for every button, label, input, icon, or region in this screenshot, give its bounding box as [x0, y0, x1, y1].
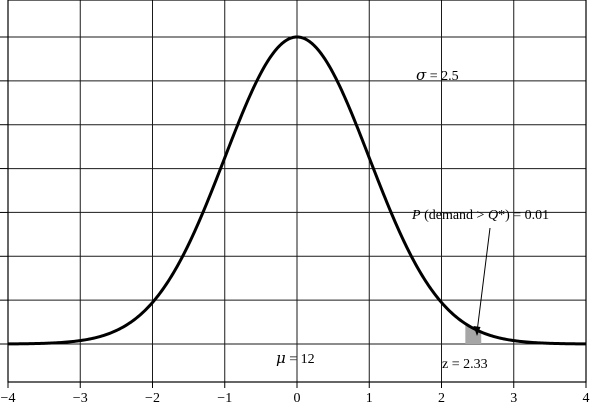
annotation-arrow-head: [473, 326, 481, 336]
x-tick-label: −3: [73, 391, 88, 404]
prob-end: *) = 0.01: [498, 208, 549, 223]
x-tick-label: 1: [366, 391, 373, 404]
grid: [7, 0, 587, 383]
mu-symbol: μ: [276, 349, 286, 367]
x-tick-label: 3: [510, 391, 517, 404]
axis-ticks: [0, 36, 587, 388]
sigma-symbol: σ: [416, 66, 427, 84]
sigma-value: = 2.5: [426, 69, 458, 84]
prob-q: Q: [488, 208, 498, 223]
tail-probability-area: [465, 323, 482, 344]
x-tick-label: 0: [294, 391, 301, 404]
normal-density-curve: [7, 35, 587, 346]
x-tick-label: 2: [438, 391, 445, 404]
x-tick-label: 4: [583, 391, 590, 404]
x-tick-label: −4: [1, 391, 16, 404]
prob-middle: (demand >: [421, 208, 488, 223]
z-annotation: z = 2.33: [442, 357, 488, 372]
x-tick-label: −2: [145, 391, 160, 404]
annotation-arrow-line: [476, 227, 491, 333]
sigma-annotation: σ = 2.5: [416, 66, 459, 84]
probability-annotation: P (demand > Q*) = 0.01: [411, 208, 549, 223]
mu-annotation: μ = 12: [276, 349, 315, 367]
x-tick-labels: −4 −3 −2 −1 0 1 2 3 4: [1, 391, 590, 404]
mu-value: = 12: [286, 352, 315, 367]
x-tick-label: −1: [217, 391, 232, 404]
prob-p: P: [411, 208, 421, 223]
